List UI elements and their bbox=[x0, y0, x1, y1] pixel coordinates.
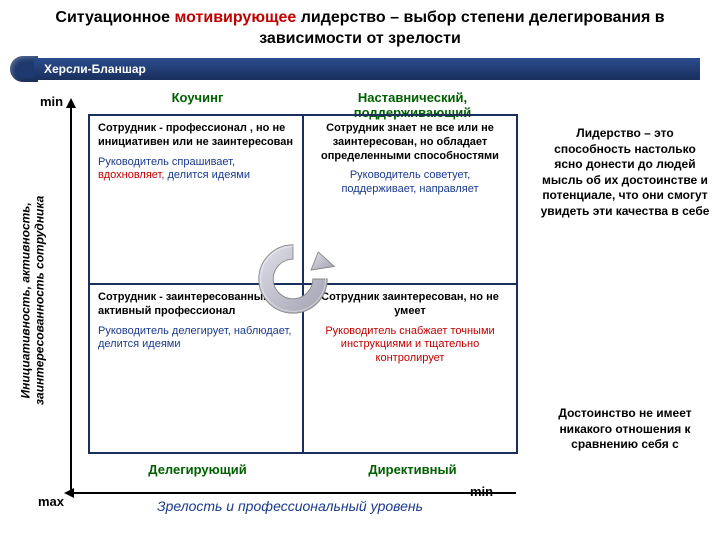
quadrant-tr: Сотрудник знает не все или не заинтересо… bbox=[303, 115, 517, 284]
tl-leader: Руководитель спрашивает, вдохновляет, де… bbox=[98, 156, 294, 184]
tr-employee: Сотрудник знает не все или не заинтересо… bbox=[312, 122, 508, 163]
bl-employee: Сотрудник - заинтересованный активный пр… bbox=[98, 291, 294, 319]
tr-leader: Руководитель советует, поддерживает, нап… bbox=[312, 169, 508, 197]
title-pre: Ситуационное bbox=[55, 9, 174, 26]
diagram-area: min max min Инициативность, активность, … bbox=[0, 86, 720, 540]
slide-title: Ситуационное мотивирующее лидерство – вы… bbox=[0, 0, 720, 52]
subtitle-banner: Херсли-Бланшар bbox=[10, 56, 700, 82]
quadrant-grid: Сотрудник - профессионал , но не инициат… bbox=[88, 114, 518, 454]
quadrant-br: Сотрудник заинтересован, но не умеет Рук… bbox=[303, 284, 517, 453]
tl-leader-hl: вдохновляет bbox=[98, 169, 161, 181]
tl-leader-post: , делится идеями bbox=[161, 169, 250, 181]
side-quote-2: Достоинство не имеет никакого отношения … bbox=[540, 406, 710, 453]
bottom-style-labels: Делегирующий Директивный bbox=[90, 462, 520, 477]
style-directing: Директивный bbox=[305, 462, 520, 477]
title-highlight: мотивирующее bbox=[175, 9, 297, 26]
br-employee: Сотрудник заинтересован, но не умеет bbox=[312, 291, 508, 319]
banner-text: Херсли-Бланшар bbox=[34, 58, 700, 80]
title-post: лидерство – выбор степени делегирования … bbox=[259, 9, 664, 47]
x-axis-arrow bbox=[66, 492, 516, 494]
br-leader: Руководитель снабжает точными инструкция… bbox=[312, 325, 508, 366]
y-axis-label: Инициативность, активность, заинтересова… bbox=[19, 195, 48, 405]
style-delegating: Делегирующий bbox=[90, 462, 305, 477]
bl-leader: Руководитель делегирует, наблюдает, дели… bbox=[98, 325, 294, 353]
quadrant-bl: Сотрудник - заинтересованный активный пр… bbox=[89, 284, 303, 453]
y-min-label: min bbox=[40, 94, 63, 109]
quadrant-tl: Сотрудник - профессионал , но не инициат… bbox=[89, 115, 303, 284]
tl-employee: Сотрудник - профессионал , но не инициат… bbox=[98, 122, 294, 150]
y-max-label: max bbox=[38, 494, 64, 509]
tl-leader-pre: Руководитель спрашивает, bbox=[98, 156, 235, 168]
y-axis-arrow bbox=[70, 100, 72, 494]
side-quote-1: Лидерство – это способность настолько яс… bbox=[540, 126, 710, 220]
x-axis-label: Зрелость и профессиональный уровень bbox=[110, 498, 470, 514]
